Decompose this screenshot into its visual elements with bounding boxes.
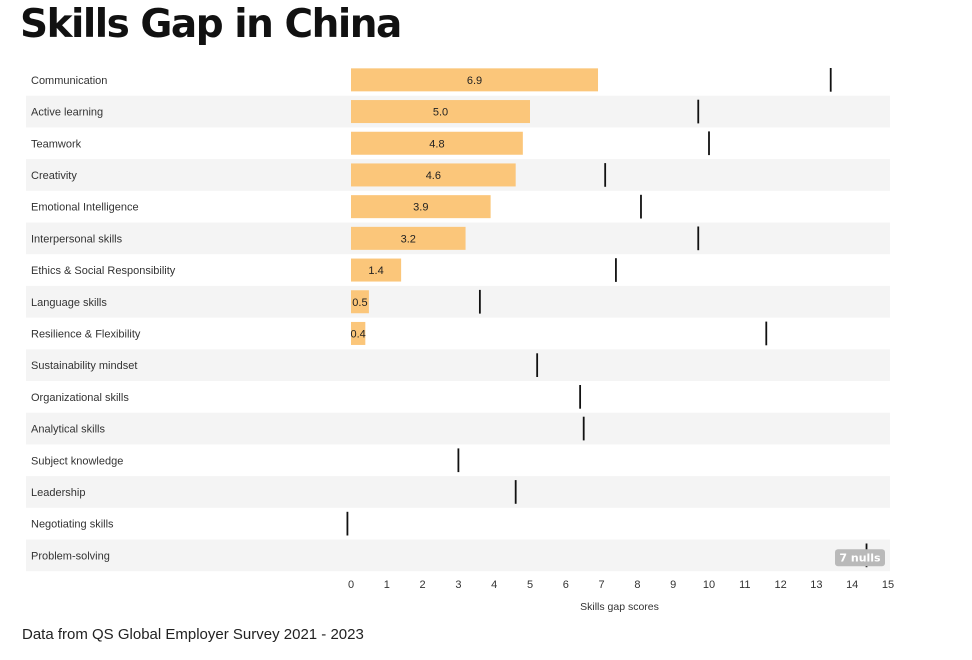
category-label: Communication — [31, 75, 107, 87]
x-tick-label: 14 — [846, 579, 858, 591]
bar-value-label: 6.9 — [467, 75, 482, 87]
bar — [351, 226, 466, 250]
category-label: Creativity — [31, 170, 77, 182]
x-tick-label: 4 — [491, 579, 497, 591]
x-tick-label: 9 — [670, 579, 676, 591]
x-tick-label: 3 — [455, 579, 461, 591]
bar — [351, 100, 530, 124]
bar-value-label: 3.9 — [413, 202, 428, 214]
x-axis-title: Skills gap scores — [580, 601, 659, 613]
source-note: Data from QS Global Employer Survey 2021… — [22, 626, 364, 643]
category-label: Leadership — [31, 487, 85, 499]
x-tick-label: 11 — [739, 579, 750, 591]
x-tick-label: 1 — [384, 579, 390, 591]
x-tick-label: 8 — [634, 579, 640, 591]
bar — [351, 163, 516, 187]
bar-value-label: 4.6 — [426, 170, 441, 182]
category-label: Emotional Intelligence — [31, 202, 139, 214]
skills-gap-chart: Communication Active learning Teamwork Crea… — [26, 68, 894, 613]
row-band — [26, 412, 890, 445]
category-label: Language skills — [31, 297, 107, 309]
bar-value-label: 0.4 — [351, 328, 366, 340]
bar — [351, 195, 491, 219]
category-label: Problem-solving — [31, 550, 110, 562]
category-label: Resilience & Flexibility — [31, 328, 141, 340]
x-tick-label: 6 — [563, 579, 569, 591]
category-label: Negotiating skills — [31, 519, 114, 531]
bar-value-label: 0.5 — [352, 297, 367, 309]
nulls-badge — [835, 549, 885, 567]
row-band — [26, 539, 890, 572]
category-label: Active learning — [31, 107, 103, 119]
row-band — [26, 476, 890, 508]
x-tick-label: 12 — [774, 579, 786, 591]
bar-value-label: 4.8 — [429, 138, 444, 150]
chart-title: Skills Gap in China — [20, 2, 402, 47]
category-label: Analytical skills — [31, 424, 105, 436]
x-tick-label: 2 — [420, 579, 426, 591]
x-tick-label: 13 — [810, 579, 822, 591]
bar — [351, 290, 369, 314]
x-tick-label: 0 — [348, 579, 354, 591]
category-label: Ethics & Social Responsibility — [31, 265, 176, 277]
x-tick-label: 10 — [703, 579, 715, 591]
category-label: Interpersonal skills — [31, 233, 123, 245]
bar — [351, 321, 366, 345]
x-tick-label: 5 — [527, 579, 533, 591]
category-label: Organizational skills — [31, 392, 129, 404]
row-band — [26, 349, 890, 381]
bar-value-label: 1.4 — [368, 265, 383, 277]
category-label: Subject knowledge — [31, 455, 123, 467]
bar — [351, 68, 599, 92]
row-band — [26, 285, 890, 318]
category-label: Teamwork — [31, 138, 82, 150]
bar — [351, 258, 402, 282]
x-tick-label: 15 — [882, 579, 894, 591]
bar-value-label: 3.2 — [401, 233, 416, 245]
category-label: Sustainability mindset — [31, 360, 137, 372]
nulls-badge-label: 7 nulls — [839, 552, 881, 565]
bar — [351, 131, 523, 155]
bar-value-label: 5.0 — [433, 107, 448, 119]
x-tick-label: 7 — [599, 579, 605, 591]
